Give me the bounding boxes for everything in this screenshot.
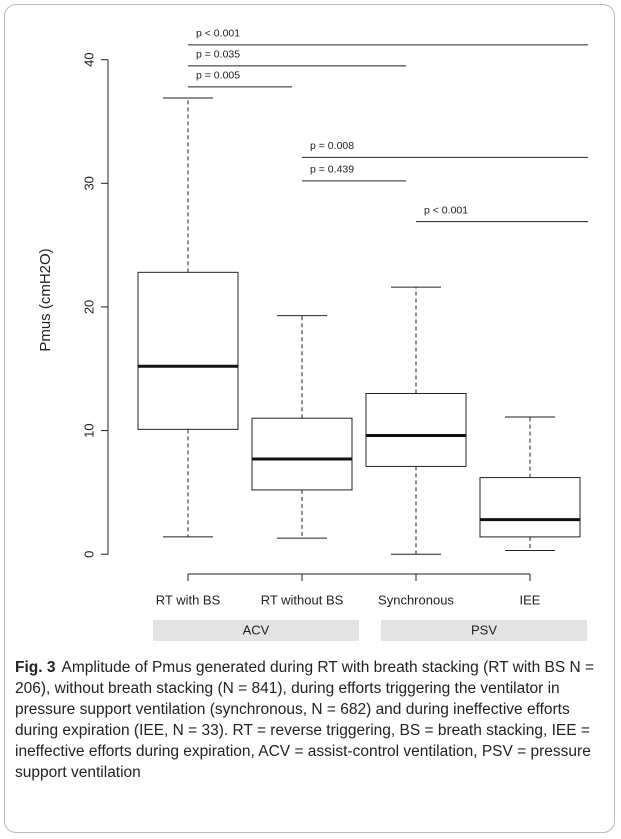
group-band bbox=[381, 620, 587, 641]
chart: Pmus (cmH2O) 0 10 20 30 40 RT with BS RT witho… bbox=[37, 28, 588, 641]
group-label: ACV bbox=[243, 622, 270, 637]
caption-label: Fig. 3 bbox=[15, 659, 56, 676]
caption: Fig. 3 Amplitude of Pmus generated during… bbox=[15, 657, 607, 783]
y-tick-label: 20 bbox=[81, 300, 96, 314]
significance-label: p = 0.008 bbox=[310, 140, 354, 152]
y-tick-label: 30 bbox=[81, 176, 96, 190]
box bbox=[251, 417, 353, 491]
box bbox=[137, 271, 239, 430]
y-axis-label: Pmus (cmH2O) bbox=[37, 248, 54, 351]
caption-text: Amplitude of Pmus generated during RT wi… bbox=[15, 659, 595, 781]
box bbox=[479, 477, 581, 538]
significance-label: p = 0.005 bbox=[196, 70, 240, 82]
group-band bbox=[153, 620, 359, 641]
significance-label: p < 0.001 bbox=[196, 28, 240, 40]
y-tick-label: 10 bbox=[81, 423, 96, 437]
significance-label: p = 0.035 bbox=[196, 49, 240, 61]
figure-frame bbox=[4, 4, 615, 833]
box bbox=[365, 392, 467, 467]
group-label: PSV bbox=[471, 622, 497, 637]
x-tick-label: Synchronous bbox=[378, 592, 454, 607]
x-tick-label: IEE bbox=[520, 592, 541, 607]
y-tick-label: 0 bbox=[81, 551, 96, 558]
y-tick-label: 40 bbox=[81, 52, 96, 66]
significance-label: p < 0.001 bbox=[424, 204, 468, 216]
x-tick-label: RT without BS bbox=[261, 592, 344, 607]
x-tick-label: RT with BS bbox=[156, 592, 221, 607]
significance-label: p = 0.439 bbox=[310, 164, 354, 176]
